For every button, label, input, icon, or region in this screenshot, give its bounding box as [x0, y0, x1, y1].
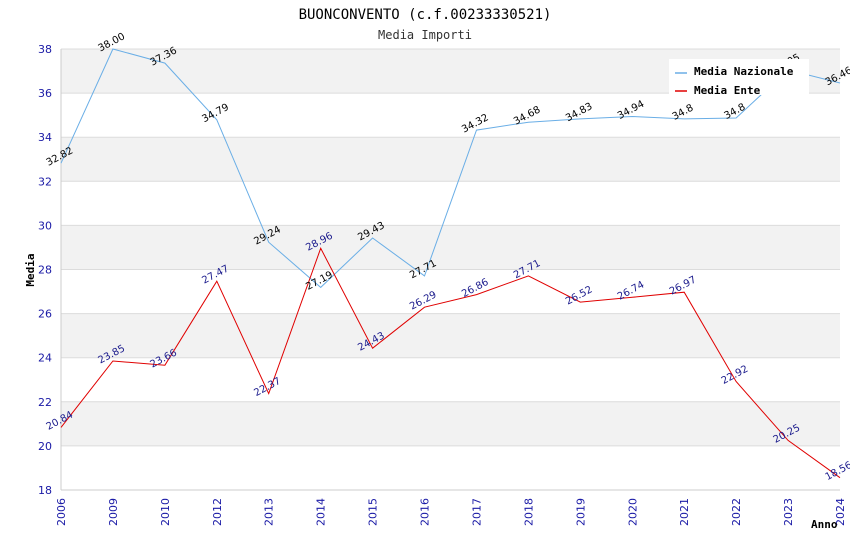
- series-lines: [60, 48, 841, 479]
- y-tick-label: 18: [38, 484, 52, 497]
- x-tick-label: 2021: [678, 498, 691, 526]
- grid-band: [61, 137, 840, 182]
- data-label-ente: 26.52: [564, 284, 594, 307]
- grid-band: [61, 401, 840, 446]
- y-tick-label: 20: [38, 440, 52, 453]
- x-tick-label: 2015: [367, 498, 380, 526]
- legend-label-nazionale: Media Nazionale: [694, 65, 794, 78]
- x-tick-label: 2023: [782, 498, 795, 526]
- y-tick-label: 32: [38, 175, 52, 188]
- x-tick-label: 2012: [211, 498, 224, 526]
- axes: [60, 49, 840, 491]
- x-tick-labels: 2006 2009 2010 2012 2013 2014 2015 2016 2017 2018…: [55, 498, 847, 526]
- y-tick-labels: 18 20 22 24 26 28 30 32 34 36 38: [38, 43, 52, 497]
- x-tick-label: 2014: [315, 498, 328, 526]
- y-tick-label: 22: [38, 396, 52, 409]
- grid-bands: [61, 49, 840, 446]
- data-label-nazionale: 34.94: [616, 99, 646, 122]
- data-label-nazionale: 34.83: [564, 101, 594, 124]
- x-axis-label: Anno: [811, 518, 838, 531]
- x-tick-label: 2020: [626, 498, 639, 526]
- x-tick-label: 2009: [107, 498, 120, 526]
- y-tick-label: 30: [38, 219, 52, 232]
- data-label-ente: 22.92: [720, 364, 750, 387]
- data-label-nazionale: 34.68: [512, 104, 542, 127]
- y-tick-label: 28: [38, 264, 52, 277]
- x-tick-label: 2016: [419, 498, 432, 526]
- grid-band: [61, 225, 840, 270]
- data-label-ente: 26.29: [408, 289, 438, 312]
- data-label-ente: 26.97: [668, 274, 698, 297]
- series-line-ente: [60, 247, 841, 479]
- y-tick-label: 36: [38, 87, 52, 100]
- legend-label-ente: Media Ente: [694, 84, 761, 97]
- x-tick-label: 2019: [574, 498, 587, 526]
- legend-box: [669, 59, 809, 95]
- data-label-nazionale: 27.19: [304, 270, 334, 293]
- data-label-ente: 22.37: [252, 376, 282, 399]
- chart-title: BUONCONVENTO (c.f.00233330521): [299, 7, 552, 23]
- series-line-nazionale: [60, 48, 841, 289]
- y-tick-label: 26: [38, 308, 52, 321]
- x-tick-label: 2006: [55, 498, 68, 526]
- data-label-ente: 18.56: [824, 460, 850, 483]
- legend: Media Nazionale Media Ente: [669, 59, 809, 97]
- y-axis-label: Media: [24, 253, 37, 286]
- y-tick-label: 38: [38, 43, 52, 56]
- x-tick-label: 2013: [263, 498, 276, 526]
- x-tick-label: 2022: [730, 498, 743, 526]
- y-tick-label: 34: [38, 131, 52, 144]
- data-label-ente: 26.74: [616, 279, 646, 302]
- x-tick-label: 2017: [470, 498, 483, 526]
- data-label-ente: 26.86: [460, 277, 490, 300]
- x-tick-label: 2010: [159, 498, 172, 526]
- chart-subtitle: Media Importi: [378, 28, 472, 42]
- data-label-nazionale: 34.8: [671, 103, 696, 123]
- x-tick-label: 2024: [834, 498, 847, 526]
- x-tick-label: 2018: [522, 498, 535, 526]
- data-label-nazionale: 34.8: [723, 102, 748, 122]
- data-label-nazionale: 34.79: [200, 102, 230, 125]
- y-tick-label: 24: [38, 352, 52, 365]
- grid-band: [61, 313, 840, 358]
